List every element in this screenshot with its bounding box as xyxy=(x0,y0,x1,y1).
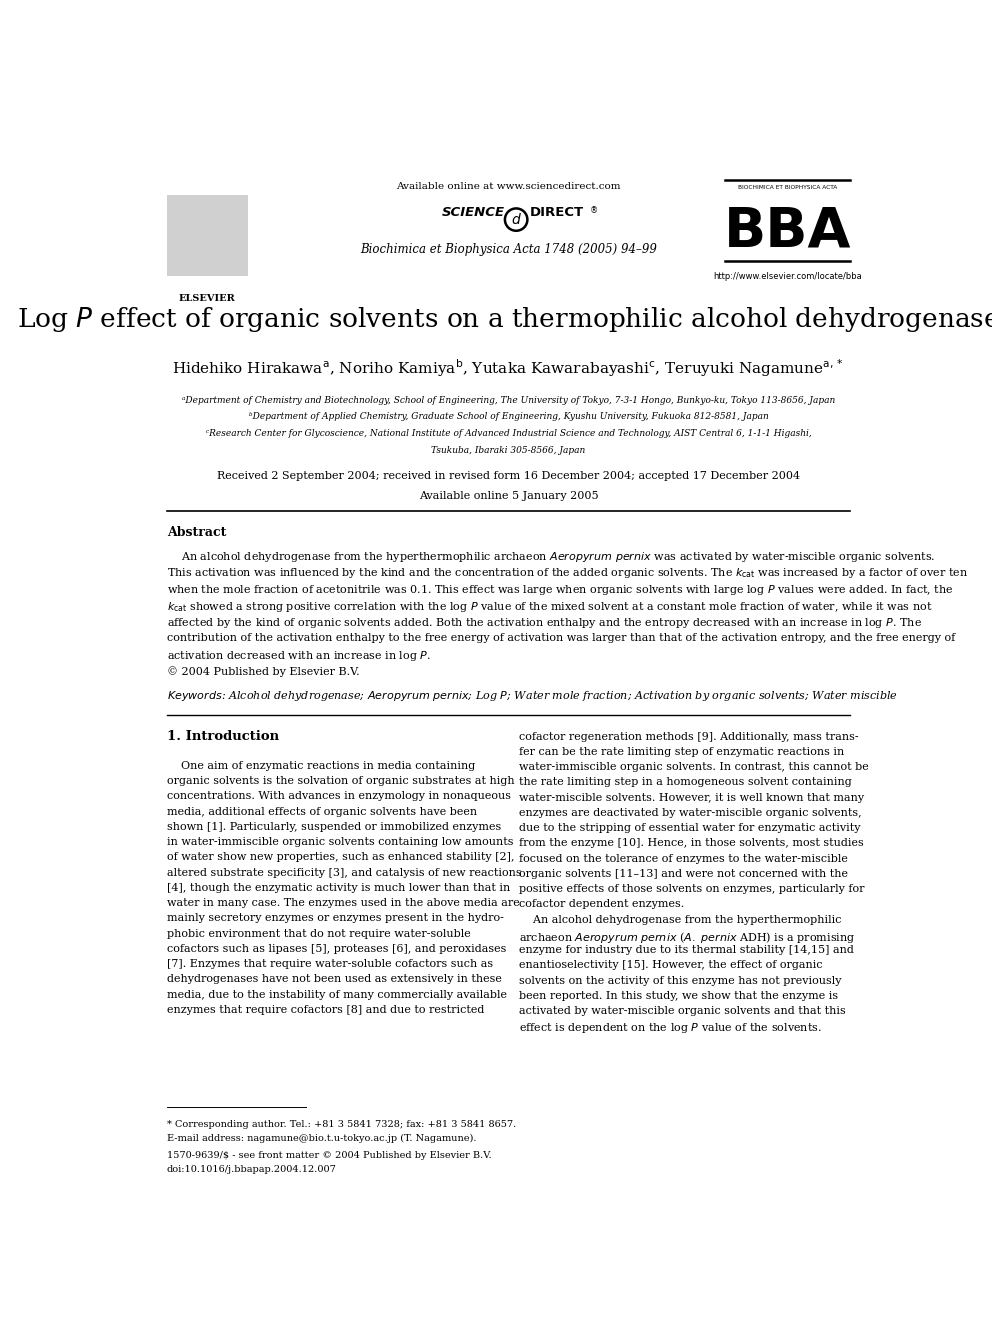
Text: the rate limiting step in a homogeneous solvent containing: the rate limiting step in a homogeneous … xyxy=(519,778,852,787)
Text: media, due to the instability of many commercially available: media, due to the instability of many co… xyxy=(167,990,507,1000)
Text: © 2004 Published by Elsevier B.V.: © 2004 Published by Elsevier B.V. xyxy=(167,665,359,676)
Text: media, additional effects of organic solvents have been: media, additional effects of organic sol… xyxy=(167,807,477,816)
Text: cofactor dependent enzymes.: cofactor dependent enzymes. xyxy=(519,900,684,909)
Text: organic solvents is the solvation of organic substrates at high: organic solvents is the solvation of org… xyxy=(167,777,514,786)
Text: activation decreased with an increase in log $\mathit{P}$.: activation decreased with an increase in… xyxy=(167,650,431,663)
Text: ᵃDepartment of Chemistry and Biotechnology, School of Engineering, The Universit: ᵃDepartment of Chemistry and Biotechnolo… xyxy=(182,396,835,405)
Text: phobic environment that do not require water-soluble: phobic environment that do not require w… xyxy=(167,929,470,938)
Text: One aim of enzymatic reactions in media containing: One aim of enzymatic reactions in media … xyxy=(167,761,475,771)
Text: d: d xyxy=(512,213,521,226)
Text: Available online 5 January 2005: Available online 5 January 2005 xyxy=(419,491,598,500)
Text: http://www.elsevier.com/locate/bba: http://www.elsevier.com/locate/bba xyxy=(713,273,862,280)
Text: E-mail address: nagamune@bio.t.u-tokyo.ac.jp (T. Nagamune).: E-mail address: nagamune@bio.t.u-tokyo.a… xyxy=(167,1134,476,1143)
Text: activated by water-miscible organic solvents and that this: activated by water-miscible organic solv… xyxy=(519,1005,846,1016)
Text: An alcohol dehydrogenase from the hyperthermophilic: An alcohol dehydrogenase from the hypert… xyxy=(519,914,842,925)
Text: ELSEVIER: ELSEVIER xyxy=(179,295,236,303)
Text: when the mole fraction of acetonitrile was 0.1. This effect was large when organ: when the mole fraction of acetonitrile w… xyxy=(167,583,953,597)
Text: dehydrogenases have not been used as extensively in these: dehydrogenases have not been used as ext… xyxy=(167,974,502,984)
Text: Available online at www.sciencedirect.com: Available online at www.sciencedirect.co… xyxy=(396,181,621,191)
Text: water-miscible solvents. However, it is well known that many: water-miscible solvents. However, it is … xyxy=(519,792,864,803)
Text: BBA: BBA xyxy=(723,205,851,259)
Text: enantioselectivity [15]. However, the effect of organic: enantioselectivity [15]. However, the ef… xyxy=(519,960,823,970)
Text: ᶜResearch Center for Glycoscience, National Institute of Advanced Industrial Sci: ᶜResearch Center for Glycoscience, Natio… xyxy=(205,429,811,438)
Text: affected by the kind of organic solvents added. Both the activation enthalpy and: affected by the kind of organic solvents… xyxy=(167,617,922,630)
Text: water in many case. The enzymes used in the above media are: water in many case. The enzymes used in … xyxy=(167,898,520,908)
Text: DIRECT: DIRECT xyxy=(530,206,584,220)
Text: ®: ® xyxy=(590,206,598,216)
Text: contribution of the activation enthalpy to the free energy of activation was lar: contribution of the activation enthalpy … xyxy=(167,632,955,643)
Text: 1. Introduction: 1. Introduction xyxy=(167,730,279,744)
Text: cofactor regeneration methods [9]. Additionally, mass trans-: cofactor regeneration methods [9]. Addit… xyxy=(519,732,859,742)
Text: [7]. Enzymes that require water-soluble cofactors such as: [7]. Enzymes that require water-soluble … xyxy=(167,959,493,970)
Text: Received 2 September 2004; received in revised form 16 December 2004; accepted 1: Received 2 September 2004; received in r… xyxy=(217,471,800,480)
Text: [4], though the enzymatic activity is much lower than that in: [4], though the enzymatic activity is mu… xyxy=(167,882,510,893)
Bar xyxy=(167,194,248,275)
Text: water-immiscible organic solvents. In contrast, this cannot be: water-immiscible organic solvents. In co… xyxy=(519,762,869,773)
Text: focused on the tolerance of enzymes to the water-miscible: focused on the tolerance of enzymes to t… xyxy=(519,853,848,864)
Text: positive effects of those solvents on enzymes, particularly for: positive effects of those solvents on en… xyxy=(519,884,865,894)
Text: $\mathit{Keywords}$: Alcohol dehydrogenase; $\mathit{Aeropyrum\ pernix}$; Log $\: $\mathit{Keywords}$: Alcohol dehydrogena… xyxy=(167,688,898,703)
Text: fer can be the rate limiting step of enzymatic reactions in: fer can be the rate limiting step of enz… xyxy=(519,747,844,757)
Text: effect is dependent on the log $\mathit{P}$ value of the solvents.: effect is dependent on the log $\mathit{… xyxy=(519,1021,822,1036)
Text: enzyme for industry due to its thermal stability [14,15] and: enzyme for industry due to its thermal s… xyxy=(519,945,854,955)
Text: $k_{\rm cat}$ showed a strong positive correlation with the log $\mathit{P}$ val: $k_{\rm cat}$ showed a strong positive c… xyxy=(167,599,932,614)
Text: An alcohol dehydrogenase from the hyperthermophilic archaeon $\mathit{Aeropyrum\: An alcohol dehydrogenase from the hypert… xyxy=(167,550,934,564)
Text: enzymes are deactivated by water-miscible organic solvents,: enzymes are deactivated by water-miscibl… xyxy=(519,808,862,818)
Text: mainly secretory enzymes or enzymes present in the hydro-: mainly secretory enzymes or enzymes pres… xyxy=(167,913,504,923)
Text: Abstract: Abstract xyxy=(167,527,226,538)
Text: BIOCHIMICA ET BIOPHYSICA ACTA: BIOCHIMICA ET BIOPHYSICA ACTA xyxy=(738,185,837,191)
Text: 1570-9639/$ - see front matter © 2004 Published by Elsevier B.V.: 1570-9639/$ - see front matter © 2004 Pu… xyxy=(167,1151,491,1159)
Text: ᵇDepartment of Applied Chemistry, Graduate School of Engineering, Kyushu Univers: ᵇDepartment of Applied Chemistry, Gradua… xyxy=(249,413,768,422)
Text: archaeon $\mathit{Aeropyrum\ pernix}$ ($\mathit{A.\ pernix}$ ADH) is a promising: archaeon $\mathit{Aeropyrum\ pernix}$ ($… xyxy=(519,930,855,945)
Text: been reported. In this study, we show that the enzyme is: been reported. In this study, we show th… xyxy=(519,991,838,1000)
Text: SCIENCE: SCIENCE xyxy=(441,206,505,220)
Text: altered substrate specificity [3], and catalysis of new reactions: altered substrate specificity [3], and c… xyxy=(167,868,521,877)
Text: Hidehiko Hirakawa$^{\rm a}$, Noriho Kamiya$^{\rm b}$, Yutaka Kawarabayashi$^{\rm: Hidehiko Hirakawa$^{\rm a}$, Noriho Kami… xyxy=(173,357,844,380)
Text: enzymes that require cofactors [8] and due to restricted: enzymes that require cofactors [8] and d… xyxy=(167,1005,484,1015)
Text: organic solvents [11–13] and were not concerned with the: organic solvents [11–13] and were not co… xyxy=(519,869,848,878)
Text: due to the stripping of essential water for enzymatic activity: due to the stripping of essential water … xyxy=(519,823,861,833)
Text: Tsukuba, Ibaraki 305-8566, Japan: Tsukuba, Ibaraki 305-8566, Japan xyxy=(432,446,585,455)
Text: concentrations. With advances in enzymology in nonaqueous: concentrations. With advances in enzymol… xyxy=(167,791,511,802)
Text: from the enzyme [10]. Hence, in those solvents, most studies: from the enzyme [10]. Hence, in those so… xyxy=(519,839,864,848)
Text: in water-immiscible organic solvents containing low amounts: in water-immiscible organic solvents con… xyxy=(167,837,513,847)
Text: cofactors such as lipases [5], proteases [6], and peroxidases: cofactors such as lipases [5], proteases… xyxy=(167,943,506,954)
Text: of water show new properties, such as enhanced stability [2],: of water show new properties, such as en… xyxy=(167,852,514,863)
Text: solvents on the activity of this enzyme has not previously: solvents on the activity of this enzyme … xyxy=(519,975,842,986)
Text: shown [1]. Particularly, suspended or immobilized enzymes: shown [1]. Particularly, suspended or im… xyxy=(167,822,501,832)
Text: Log $\mathit{P}$ effect of organic solvents on a thermophilic alcohol dehydrogen: Log $\mathit{P}$ effect of organic solve… xyxy=(17,306,992,335)
Text: Biochimica et Biophysica Acta 1748 (2005) 94–99: Biochimica et Biophysica Acta 1748 (2005… xyxy=(360,243,657,257)
Text: doi:10.1016/j.bbapap.2004.12.007: doi:10.1016/j.bbapap.2004.12.007 xyxy=(167,1166,336,1174)
Text: * Corresponding author. Tel.: +81 3 5841 7328; fax: +81 3 5841 8657.: * Corresponding author. Tel.: +81 3 5841… xyxy=(167,1119,516,1129)
Text: This activation was influenced by the kind and the concentration of the added or: This activation was influenced by the ki… xyxy=(167,566,968,581)
